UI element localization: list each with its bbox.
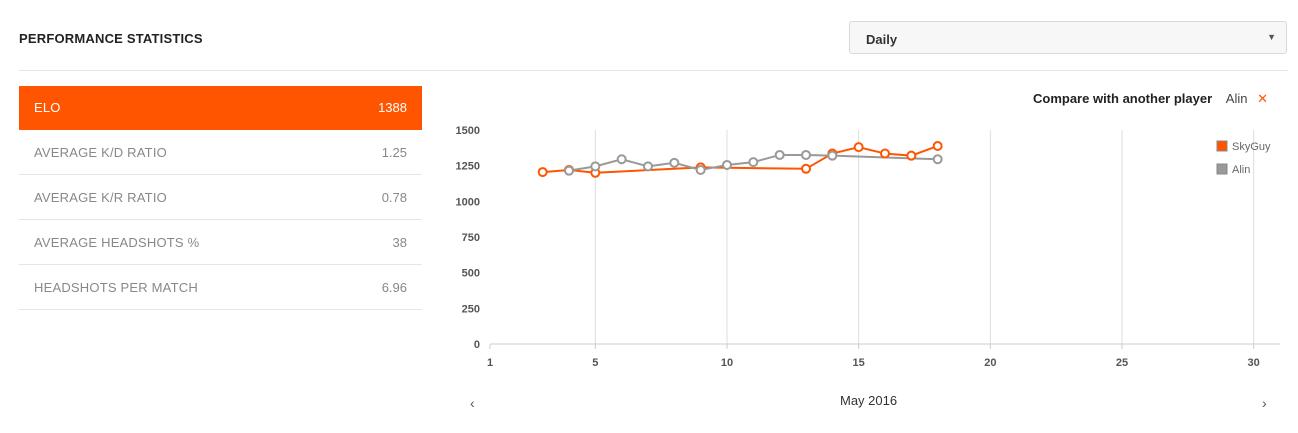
- close-icon[interactable]: ✕: [1257, 91, 1268, 106]
- data-point-skyguy: [853, 142, 864, 153]
- y-tick-label: 500: [462, 268, 480, 280]
- stat-value: 1.25: [381, 145, 407, 160]
- data-point-alin: [774, 149, 785, 160]
- stat-row-elo[interactable]: ELO 1388: [19, 86, 422, 130]
- stat-row-headshots-per-match[interactable]: HEADSHOTS PER MATCH 6.96: [19, 265, 422, 310]
- period-select-value: Daily: [866, 32, 898, 47]
- y-tick-label: 250: [462, 303, 480, 315]
- data-point-alin: [590, 161, 601, 172]
- stat-row-kd-ratio[interactable]: AVERAGE K/D RATIO 1.25: [19, 130, 422, 175]
- y-tick-label: 1250: [456, 161, 480, 173]
- data-point-alin: [801, 149, 811, 160]
- data-point-alin: [932, 154, 943, 165]
- stat-value: 38: [392, 235, 407, 250]
- data-point-alin: [695, 164, 706, 175]
- stat-label: HEADSHOTS PER MATCH: [34, 280, 198, 295]
- data-point-skyguy: [880, 148, 890, 159]
- legend-label: SkyGuy: [1232, 141, 1271, 153]
- x-tick-label: 30: [1248, 357, 1260, 369]
- data-point-alin: [643, 161, 653, 172]
- data-point-alin: [722, 159, 732, 170]
- x-tick-label: 20: [984, 357, 996, 369]
- compare-player: Compare with another player Alin ✕: [1033, 91, 1268, 107]
- stat-label: ELO: [34, 100, 61, 115]
- x-tick-label: 1: [487, 357, 493, 369]
- data-point-alin: [564, 165, 574, 176]
- compare-player-name: Alin: [1225, 91, 1248, 106]
- legend-label: Alin: [1232, 164, 1250, 176]
- y-tick-label: 0: [474, 339, 480, 351]
- y-tick-label: 1500: [456, 125, 480, 137]
- data-point-alin: [669, 157, 680, 168]
- stat-row-kr-ratio[interactable]: AVERAGE K/R RATIO 0.78: [19, 175, 422, 220]
- data-point-skyguy: [801, 163, 811, 174]
- page-title: PERFORMANCE STATISTICS: [19, 31, 203, 46]
- stat-label: AVERAGE K/D RATIO: [34, 145, 167, 160]
- stat-row-headshots-percent[interactable]: AVERAGE HEADSHOTS % 38: [19, 220, 422, 265]
- chevron-left-icon[interactable]: ‹: [470, 395, 475, 411]
- data-point-skyguy: [932, 140, 943, 151]
- chevron-right-icon[interactable]: ›: [1262, 395, 1267, 411]
- stat-value: 1388: [378, 100, 407, 115]
- y-tick-label: 1000: [456, 196, 480, 208]
- month-label: May 2016: [840, 393, 898, 408]
- legend-swatch: [1216, 163, 1228, 175]
- legend-swatch: [1216, 140, 1228, 152]
- data-point-alin: [827, 150, 838, 161]
- stat-value: 6.96: [381, 280, 407, 295]
- x-tick-label: 15: [853, 357, 865, 369]
- dropdown-arrow-icon: ▼: [1267, 32, 1276, 42]
- data-point-skyguy: [537, 167, 548, 178]
- y-tick-label: 750: [462, 232, 480, 244]
- series-line-skyguy: [542, 145, 939, 174]
- x-tick-label: 10: [721, 357, 733, 369]
- x-tick-label: 25: [1116, 357, 1128, 369]
- header-divider: [19, 70, 1288, 71]
- data-point-alin: [616, 154, 627, 165]
- data-point-alin: [748, 157, 759, 168]
- compare-label: Compare with another player: [1033, 91, 1213, 106]
- x-tick-label: 5: [592, 357, 598, 369]
- elo-line-chart: 1 5 10 15 20 25 300250500750100012501500SkyGuy…: [456, 125, 1280, 369]
- period-select[interactable]: Daily ▼: [849, 21, 1287, 54]
- stat-value: 0.78: [381, 190, 407, 205]
- stat-label: AVERAGE K/R RATIO: [34, 190, 167, 205]
- data-point-skyguy: [906, 150, 917, 161]
- stat-label: AVERAGE HEADSHOTS %: [34, 235, 200, 250]
- stats-list: ELO 1388 AVERAGE K/D RATIO 1.25 AVERAGE …: [19, 86, 422, 310]
